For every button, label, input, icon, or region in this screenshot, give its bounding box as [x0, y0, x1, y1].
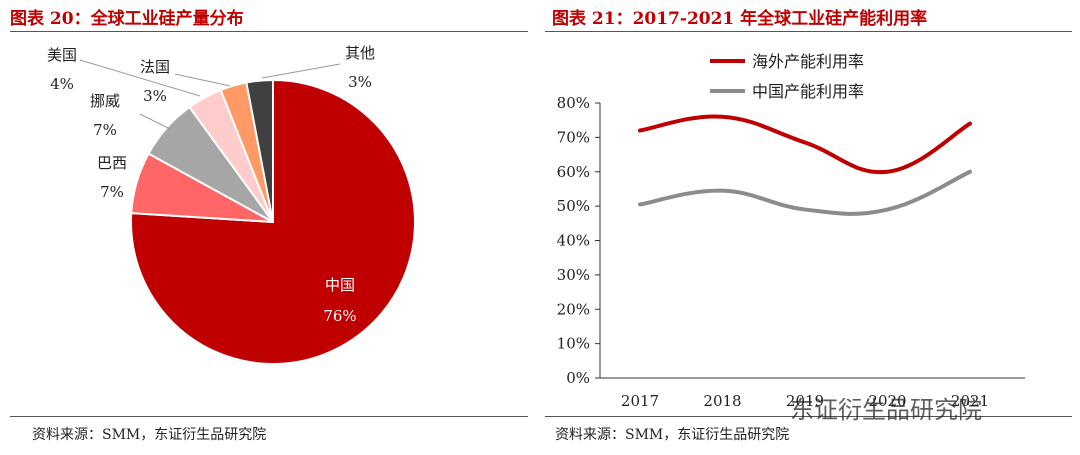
y-tick-label: 80%	[557, 94, 590, 112]
leader-line	[79, 59, 201, 97]
slice-name-label: 美国	[47, 46, 77, 64]
left-source-rule	[10, 416, 528, 417]
slice-value-label: 7%	[93, 121, 117, 139]
series-line	[638, 114, 972, 175]
pie-slice	[245, 78, 274, 223]
line-chart: 0% 10% 20% 30% 40% 50% 60% 70% 80% 2017 2018 2019 20…	[557, 52, 1025, 410]
slice-name-label: 挪威	[90, 92, 120, 110]
y-tick-label: 30%	[557, 266, 590, 284]
right-title-rule	[545, 31, 1072, 32]
series-line	[638, 169, 972, 216]
left-title-rule	[10, 31, 528, 32]
slice-name-label: 其他	[345, 44, 375, 62]
slice-name-label: 巴西	[97, 154, 127, 172]
slice-value-label: 3%	[348, 73, 372, 91]
legend-label: 中国产能利用率	[752, 82, 864, 101]
left-source-note: 资料来源：SMM，东证衍生品研究院	[32, 427, 267, 443]
y-tick-label: 10%	[557, 335, 590, 353]
legend-label: 海外产能利用率	[752, 52, 864, 71]
x-tick-label: 2019	[786, 392, 824, 410]
slice-name-label: 中国	[325, 276, 355, 294]
leader-line	[174, 73, 231, 87]
x-tick-label: 2021	[951, 392, 989, 410]
y-tick-label: 0%	[566, 369, 590, 387]
leader-line	[261, 63, 341, 79]
watermark: 东证衍生品研究院	[790, 396, 982, 424]
slice-value-label: 3%	[143, 87, 167, 105]
slice-value-label: 7%	[100, 183, 124, 201]
y-tick-label: 60%	[557, 163, 590, 181]
leader-line	[139, 113, 171, 130]
right-chart-title: 图表 21：2017-2021 年全球工业硅产能利用率	[552, 9, 928, 29]
slice-value-label: 76%	[323, 307, 356, 325]
y-tick-label: 50%	[557, 197, 590, 215]
right-source-note: 资料来源：SMM，东证衍生品研究院	[555, 427, 790, 443]
pie-slice	[130, 78, 416, 365]
slice-value-label: 4%	[50, 75, 74, 93]
x-tick-label: 2017	[621, 392, 659, 410]
y-tick-label: 40%	[557, 232, 590, 250]
left-chart-title: 图表 20：全球工业硅产量分布	[10, 9, 244, 29]
pie-chart: 中国 76% 巴西 7% 挪威 7% 美国 4% 法国 3% 其他 3%	[47, 44, 416, 365]
slice-name-label: 法国	[140, 58, 170, 76]
y-tick-label: 20%	[557, 300, 590, 318]
x-tick-label: 2018	[703, 392, 741, 410]
right-source-rule	[545, 416, 1072, 417]
y-tick-label: 70%	[557, 128, 590, 146]
x-tick-label: 2020	[868, 392, 906, 410]
